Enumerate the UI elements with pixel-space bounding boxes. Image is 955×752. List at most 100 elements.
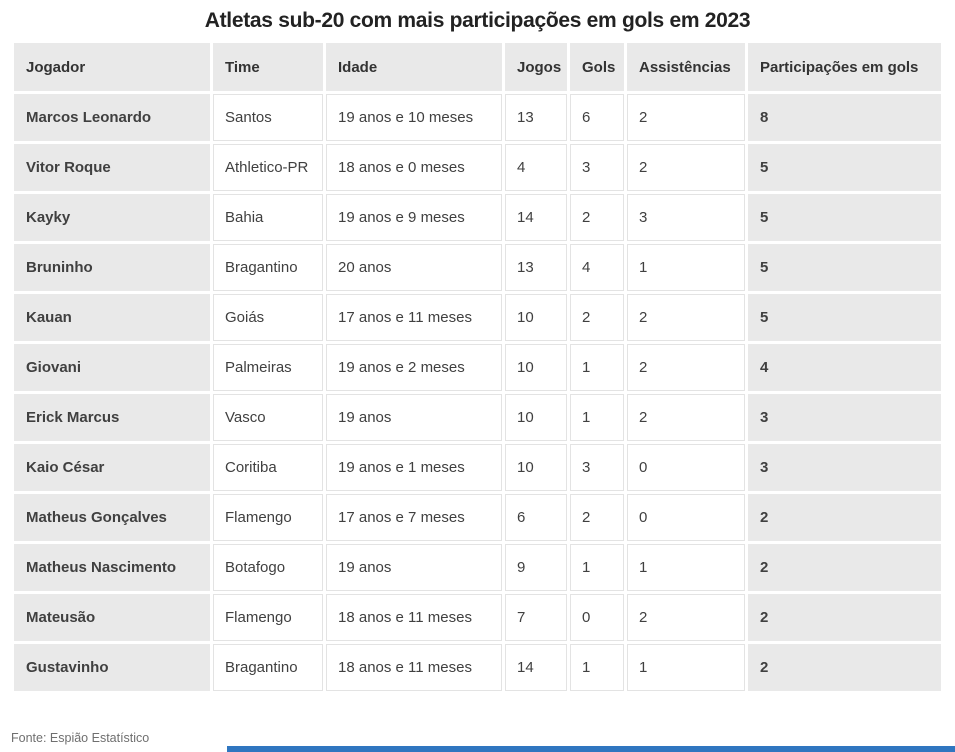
assists-cell: 2 — [627, 294, 745, 341]
table-row-bruninho: Bruninho Bragantino 20 anos 13 4 1 5 — [14, 244, 941, 291]
assists-cell: 3 — [627, 194, 745, 241]
games-cell: 10 — [505, 344, 567, 391]
goals-cell: 0 — [570, 594, 624, 641]
team-cell: Coritiba — [213, 444, 323, 491]
table-row-mateusao: Mateusão Flamengo 18 anos e 11 meses 7 0 2 2 — [14, 594, 941, 641]
assists-cell: 0 — [627, 444, 745, 491]
assists-cell: 1 — [627, 544, 745, 591]
assists-cell: 2 — [627, 344, 745, 391]
table-row-matheus-nascimento: Matheus Nascimento Botafogo 19 anos 9 1 1 2 — [14, 544, 941, 591]
table-row-kayky: Kayky Bahia 19 anos e 9 meses 14 2 3 5 — [14, 194, 941, 241]
games-cell: 13 — [505, 94, 567, 141]
team-cell: Botafogo — [213, 544, 323, 591]
age-cell: 18 anos e 11 meses — [326, 594, 502, 641]
age-cell: 18 anos e 0 meses — [326, 144, 502, 191]
table-row-kauan: Kauan Goiás 17 anos e 11 meses 10 2 2 5 — [14, 294, 941, 341]
age-cell: 19 anos e 9 meses — [326, 194, 502, 241]
goals-cell: 1 — [570, 544, 624, 591]
column-header-idade: Idade — [326, 43, 502, 91]
team-cell: Athletico-PR — [213, 144, 323, 191]
goals-cell: 2 — [570, 194, 624, 241]
table-row-kaio-cesar: Kaio César Coritiba 19 anos e 1 meses 10 3 0 3 — [14, 444, 941, 491]
age-cell: 17 anos e 11 meses — [326, 294, 502, 341]
games-cell: 14 — [505, 194, 567, 241]
team-cell: Bragantino — [213, 244, 323, 291]
header-row: Jogador Time Idade Jogos Gols Assistências Par… — [14, 43, 941, 91]
table-row-giovani: Giovani Palmeiras 19 anos e 2 meses 10 1 2 4 — [14, 344, 941, 391]
player-cell: Giovani — [14, 344, 210, 391]
assists-cell: 2 — [627, 594, 745, 641]
age-cell: 19 anos — [326, 394, 502, 441]
goals-cell: 1 — [570, 344, 624, 391]
player-cell: Matheus Nascimento — [14, 544, 210, 591]
team-cell: Palmeiras — [213, 344, 323, 391]
team-cell: Flamengo — [213, 494, 323, 541]
goal-participations-cell: 4 — [748, 344, 941, 391]
player-cell: Marcos Leonardo — [14, 94, 210, 141]
column-header-jogador: Jogador — [14, 43, 210, 91]
player-cell: Kaio César — [14, 444, 210, 491]
goals-cell: 4 — [570, 244, 624, 291]
table-row-matheus-goncalves: Matheus Gonçalves Flamengo 17 anos e 7 mes… — [14, 494, 941, 541]
games-cell: 14 — [505, 644, 567, 691]
goals-cell: 3 — [570, 444, 624, 491]
table-row-gustavinho: Gustavinho Bragantino 18 anos e 11 meses 14… — [14, 644, 941, 691]
age-cell: 18 anos e 11 meses — [326, 644, 502, 691]
column-header-gols: Gols — [570, 43, 624, 91]
goal-participations-cell: 8 — [748, 94, 941, 141]
table-row-vitor-roque: Vitor Roque Athletico-PR 18 anos e 0 meses… — [14, 144, 941, 191]
age-cell: 19 anos e 2 meses — [326, 344, 502, 391]
goal-participations-cell: 2 — [748, 544, 941, 591]
goal-participations-cell: 5 — [748, 194, 941, 241]
assists-cell: 2 — [627, 144, 745, 191]
games-cell: 7 — [505, 594, 567, 641]
goal-participations-cell: 2 — [748, 494, 941, 541]
player-cell: Mateusão — [14, 594, 210, 641]
goal-participations-cell: 5 — [748, 294, 941, 341]
column-header-participacoes-em-gols: Participações em gols — [748, 43, 941, 91]
age-cell: 19 anos e 10 meses — [326, 94, 502, 141]
source-caption: Fonte: Espião Estatístico — [11, 731, 150, 745]
player-cell: Vitor Roque — [14, 144, 210, 191]
column-header-assistencias: Assistências — [627, 43, 745, 91]
goal-participations-cell: 5 — [748, 244, 941, 291]
age-cell: 17 anos e 7 meses — [326, 494, 502, 541]
chart-title: Atletas sub-20 com mais participações em… — [204, 9, 751, 32]
goals-cell: 2 — [570, 494, 624, 541]
goal-participations-cell: 2 — [748, 644, 941, 691]
table-body: Marcos Leonardo Santos 19 anos e 10 meses 1… — [14, 94, 941, 691]
column-header-time: Time — [213, 43, 323, 91]
assists-cell: 2 — [627, 94, 745, 141]
team-cell: Santos — [213, 94, 323, 141]
player-cell: Bruninho — [14, 244, 210, 291]
goal-participations-cell: 3 — [748, 394, 941, 441]
age-cell: 20 anos — [326, 244, 502, 291]
team-cell: Flamengo — [213, 594, 323, 641]
team-cell: Bragantino — [213, 644, 323, 691]
games-cell: 10 — [505, 294, 567, 341]
assists-cell: 1 — [627, 644, 745, 691]
table-row-marcos-leonardo: Marcos Leonardo Santos 19 anos e 10 meses 1… — [14, 94, 941, 141]
goal-participations-cell: 5 — [748, 144, 941, 191]
goals-cell: 1 — [570, 394, 624, 441]
games-cell: 6 — [505, 494, 567, 541]
team-cell: Vasco — [213, 394, 323, 441]
goal-participations-cell: 2 — [748, 594, 941, 641]
age-cell: 19 anos e 1 meses — [326, 444, 502, 491]
games-cell: 10 — [505, 444, 567, 491]
column-header-jogos: Jogos — [505, 43, 567, 91]
games-cell: 4 — [505, 144, 567, 191]
table-row-erick-marcus: Erick Marcus Vasco 19 anos 10 1 2 3 — [14, 394, 941, 441]
goals-cell: 6 — [570, 94, 624, 141]
goal-participations-cell: 3 — [748, 444, 941, 491]
team-cell: Goiás — [213, 294, 323, 341]
age-cell: 19 anos — [326, 544, 502, 591]
games-cell: 13 — [505, 244, 567, 291]
goals-cell: 2 — [570, 294, 624, 341]
assists-cell: 1 — [627, 244, 745, 291]
assists-cell: 2 — [627, 394, 745, 441]
player-cell: Erick Marcus — [14, 394, 210, 441]
player-cell: Gustavinho — [14, 644, 210, 691]
bottom-accent-bar — [227, 746, 955, 752]
assists-cell: 0 — [627, 494, 745, 541]
